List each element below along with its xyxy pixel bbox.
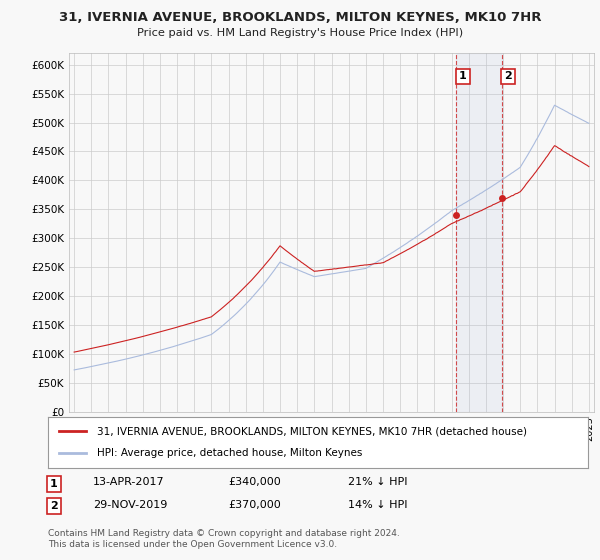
- Text: Price paid vs. HM Land Registry's House Price Index (HPI): Price paid vs. HM Land Registry's House …: [137, 28, 463, 38]
- Text: 31, IVERNIA AVENUE, BROOKLANDS, MILTON KEYNES, MK10 7HR: 31, IVERNIA AVENUE, BROOKLANDS, MILTON K…: [59, 11, 541, 24]
- Text: 1: 1: [459, 71, 467, 81]
- Text: 2: 2: [50, 501, 58, 511]
- Text: £340,000: £340,000: [228, 477, 281, 487]
- Point: [452, 211, 461, 220]
- Point: [497, 193, 506, 202]
- Text: 13-APR-2017: 13-APR-2017: [93, 477, 164, 487]
- Text: 31, IVERNIA AVENUE, BROOKLANDS, MILTON KEYNES, MK10 7HR (detached house): 31, IVERNIA AVENUE, BROOKLANDS, MILTON K…: [97, 426, 527, 436]
- Text: 1: 1: [50, 479, 58, 489]
- Text: 2: 2: [504, 71, 512, 81]
- Text: £370,000: £370,000: [228, 500, 281, 510]
- Text: 21% ↓ HPI: 21% ↓ HPI: [348, 477, 407, 487]
- Text: Contains HM Land Registry data © Crown copyright and database right 2024.
This d: Contains HM Land Registry data © Crown c…: [48, 529, 400, 549]
- Bar: [457, 53, 502, 412]
- Text: HPI: Average price, detached house, Milton Keynes: HPI: Average price, detached house, Milt…: [97, 449, 362, 459]
- Text: 29-NOV-2019: 29-NOV-2019: [93, 500, 167, 510]
- Text: 14% ↓ HPI: 14% ↓ HPI: [348, 500, 407, 510]
